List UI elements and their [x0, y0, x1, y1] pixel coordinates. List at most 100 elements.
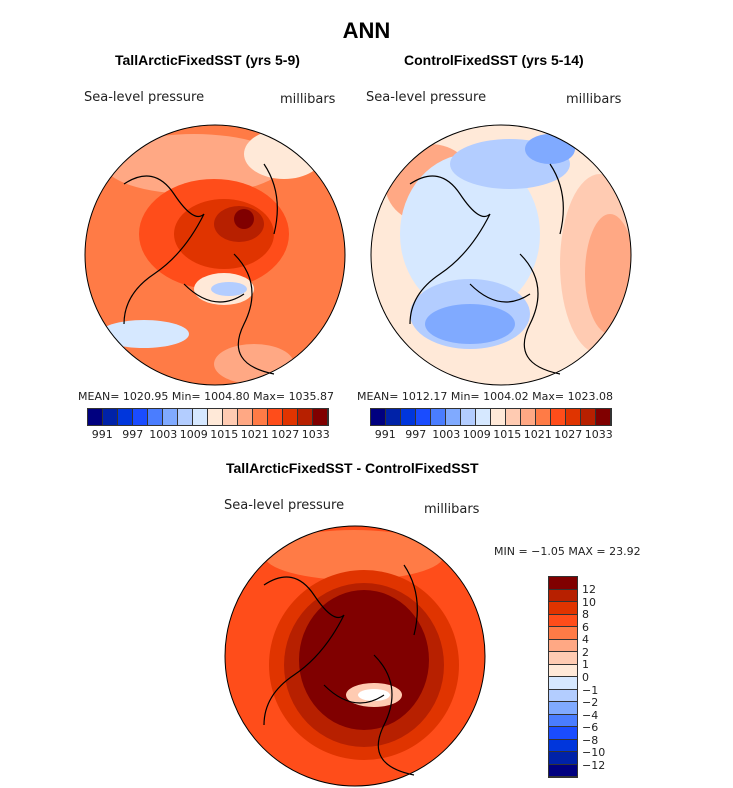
figure-title: ANN [342, 18, 391, 43]
colorbar-swatch [386, 409, 401, 425]
tick-label: 10 [582, 596, 596, 609]
panel3-title: TallArcticFixedSST - ControlFixedSST [226, 460, 479, 476]
colorbar-swatch [549, 614, 577, 627]
colorbar-swatch [238, 409, 253, 425]
colorbar-swatch [549, 689, 577, 702]
colorbar-swatch [549, 652, 577, 665]
colorbar-swatch [506, 409, 521, 425]
colorbar-swatch [163, 409, 178, 425]
colorbar-swatch [549, 664, 577, 677]
panel3-colorbar [548, 576, 578, 778]
colorbar-swatch [431, 409, 446, 425]
colorbar-swatch [566, 409, 581, 425]
colorbar-swatch [549, 702, 577, 715]
tick-label: 8 [582, 608, 589, 621]
tick-label: 12 [582, 583, 596, 596]
colorbar-swatch [536, 409, 551, 425]
colorbar-swatch [549, 577, 577, 590]
tick-label: 1021 [523, 428, 552, 441]
colorbar-swatch [283, 409, 298, 425]
colorbar-swatch [371, 409, 386, 425]
colorbar-swatch [549, 677, 577, 690]
panel1-units: millibars [280, 92, 336, 107]
panel1-map [84, 124, 346, 386]
panel2-title: ControlFixedSST (yrs 5-14) [404, 52, 584, 68]
colorbar-swatch [223, 409, 238, 425]
tick-label: 2 [582, 646, 589, 659]
panel3-map [224, 525, 486, 787]
panel2-colorbar [370, 408, 612, 426]
tick-label: 0 [582, 671, 589, 684]
panel2-map [370, 124, 632, 386]
colorbar-swatch [549, 764, 577, 777]
tick-label: −12 [582, 759, 606, 772]
tick-label: 1015 [210, 428, 239, 441]
colorbar-swatch [596, 409, 611, 425]
tick-label: 1027 [554, 428, 583, 441]
colorbar-swatch [549, 752, 577, 765]
tick-label: 1033 [301, 428, 330, 441]
colorbar-swatch [298, 409, 313, 425]
colorbar-swatch [193, 409, 208, 425]
colorbar-swatch [549, 589, 577, 602]
colorbar-swatch [549, 739, 577, 752]
colorbar-swatch [549, 602, 577, 615]
colorbar-swatch [401, 409, 416, 425]
tick-label: −8 [582, 734, 599, 747]
panel1-colorbar [87, 408, 329, 426]
tick-label: 991 [91, 428, 113, 441]
tick-label: −6 [582, 721, 599, 734]
panel2-variable: Sea-level pressure [366, 90, 487, 105]
tick-label: −4 [582, 709, 599, 722]
colorbar-swatch [148, 409, 163, 425]
tick-label: 1027 [271, 428, 300, 441]
panel1-colorbar-labels: 991 997 1003 1009 1015 1021 1027 1033 [87, 428, 331, 441]
tick-label: 997 [405, 428, 427, 441]
colorbar-swatch [551, 409, 566, 425]
colorbar-swatch [88, 409, 103, 425]
colorbar-swatch [549, 639, 577, 652]
colorbar-swatch [461, 409, 476, 425]
panel2-colorbar-labels: 991 997 1003 1009 1015 1021 1027 1033 [370, 428, 614, 441]
colorbar-swatch [253, 409, 268, 425]
tick-label: 1015 [493, 428, 522, 441]
colorbar-swatch [549, 627, 577, 640]
panel3-variable: Sea-level pressure [224, 498, 345, 513]
colorbar-swatch [416, 409, 431, 425]
panel1-stats: MEAN= 1020.95 Min= 1004.80 Max= 1035.87 [78, 390, 335, 403]
panel2-units: millibars [566, 92, 622, 107]
colorbar-swatch [118, 409, 133, 425]
colorbar-swatch [476, 409, 491, 425]
colorbar-swatch [133, 409, 148, 425]
colorbar-swatch [178, 409, 193, 425]
tick-label: −2 [582, 696, 599, 709]
colorbar-swatch [549, 727, 577, 740]
tick-label: 1009 [179, 428, 208, 441]
tick-label: −1 [582, 684, 599, 697]
tick-label: 1003 [149, 428, 178, 441]
colorbar-swatch [521, 409, 536, 425]
colorbar-swatch [446, 409, 461, 425]
colorbar-swatch [549, 714, 577, 727]
tick-label: 6 [582, 621, 589, 634]
tick-label: 1009 [462, 428, 491, 441]
tick-label: 1003 [432, 428, 461, 441]
tick-label: −10 [582, 746, 606, 759]
panel1-variable: Sea-level pressure [84, 90, 205, 105]
colorbar-swatch [581, 409, 596, 425]
colorbar-swatch [313, 409, 328, 425]
panel2-stats: MEAN= 1012.17 Min= 1004.02 Max= 1023.08 [357, 390, 614, 403]
tick-label: 4 [582, 633, 589, 646]
panel3-stats: MIN = −1.05 MAX = 23.92 [494, 545, 641, 558]
tick-label: 997 [122, 428, 144, 441]
tick-label: 1 [582, 658, 589, 671]
colorbar-swatch [491, 409, 506, 425]
tick-label: 1033 [584, 428, 613, 441]
colorbar-swatch [268, 409, 283, 425]
panel3-units: millibars [424, 502, 480, 517]
colorbar-swatch [103, 409, 118, 425]
tick-label: 1021 [240, 428, 269, 441]
panel1-title: TallArcticFixedSST (yrs 5-9) [115, 52, 300, 68]
colorbar-swatch [208, 409, 223, 425]
